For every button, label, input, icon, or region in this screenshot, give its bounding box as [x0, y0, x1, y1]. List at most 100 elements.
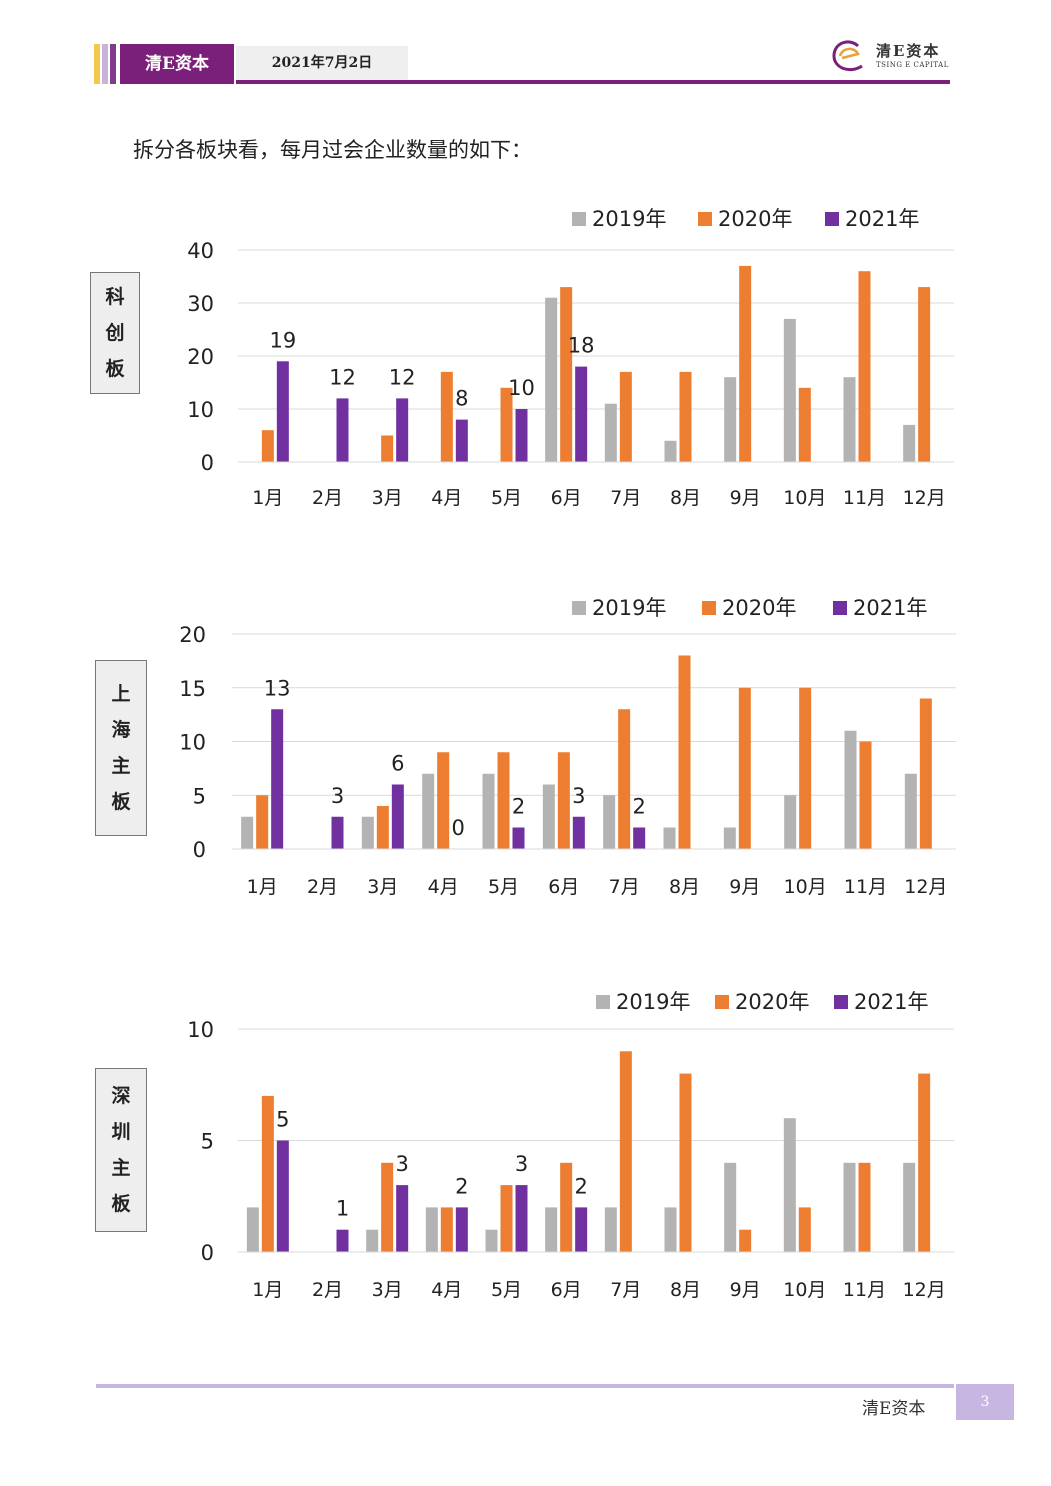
bar [515, 409, 528, 462]
board-label-char: 海 [111, 719, 131, 741]
legend-label: 2021年 [845, 207, 919, 231]
bar [542, 784, 555, 849]
x-tick-label: 5月 [488, 876, 519, 898]
legend-label: 2021年 [854, 990, 928, 1014]
bar [903, 1162, 916, 1252]
logo-swirl-icon [832, 40, 863, 72]
x-tick-label: 5月 [491, 1279, 522, 1301]
legend-swatch [702, 601, 716, 615]
data-label: 12 [329, 365, 356, 389]
bar [918, 287, 931, 462]
x-tick-label: 8月 [669, 876, 700, 898]
data-label: 5 [276, 1108, 289, 1132]
x-tick-label: 1月 [252, 1279, 283, 1301]
bar [560, 287, 573, 462]
y-tick-label: 5 [201, 1130, 214, 1154]
bar [633, 827, 646, 849]
bar [678, 655, 691, 849]
data-label: 3 [572, 784, 585, 808]
x-tick-label: 5月 [491, 487, 522, 509]
board-label-char: 科 [105, 286, 125, 308]
bar [361, 816, 374, 849]
bar [843, 377, 856, 462]
bar [739, 1229, 752, 1252]
bar [618, 709, 631, 849]
bar [903, 424, 916, 462]
x-tick-label: 11月 [844, 876, 887, 898]
board-label-char: 圳 [111, 1121, 131, 1143]
legend-swatch [572, 601, 586, 615]
bar [575, 366, 588, 462]
bar [241, 816, 254, 849]
bar [859, 741, 872, 849]
x-tick-label: 10月 [784, 876, 827, 898]
x-tick-label: 8月 [670, 487, 701, 509]
bar [572, 816, 585, 849]
bar [858, 271, 871, 462]
logo-text-en: TSING E CAPITAL [876, 61, 949, 69]
legend-label: 2019年 [592, 596, 666, 620]
x-tick-label: 7月 [610, 487, 641, 509]
x-tick-label: 12月 [904, 876, 947, 898]
bar [482, 773, 495, 849]
y-tick-label: 0 [201, 451, 214, 475]
y-tick-label: 10 [187, 398, 214, 422]
data-label: 2 [574, 1174, 587, 1198]
legend-swatch [698, 212, 712, 226]
bar [723, 827, 736, 849]
footer-brand: 清E资本 [862, 1399, 926, 1419]
x-tick-label: 3月 [367, 876, 398, 898]
bar [798, 1207, 811, 1252]
bar [575, 1207, 588, 1252]
header-rule [236, 80, 950, 84]
bar [545, 1207, 558, 1252]
legend-label: 2019年 [616, 990, 690, 1014]
bar [604, 1207, 617, 1252]
board-label-char: 板 [105, 358, 125, 380]
y-tick-label: 10 [179, 731, 206, 755]
bar [739, 265, 752, 462]
bar [679, 1073, 692, 1252]
board-label-shanghai-main: 上海主板 [95, 660, 147, 836]
bar [619, 1051, 632, 1252]
y-tick-label: 5 [193, 784, 206, 808]
bar [783, 318, 796, 462]
company-logo: 清E资本 TSING E CAPITAL [828, 36, 952, 76]
bar [336, 1229, 349, 1252]
y-tick-label: 20 [179, 623, 206, 647]
footer-rule [96, 1384, 954, 1388]
legend-label: 2020年 [722, 596, 796, 620]
bar [485, 1229, 498, 1252]
bar [422, 773, 435, 849]
bar [381, 435, 394, 462]
bar [256, 795, 269, 849]
x-tick-label: 6月 [551, 1279, 582, 1301]
x-tick-label: 2月 [307, 876, 338, 898]
x-tick-label: 3月 [372, 1279, 403, 1301]
x-tick-label: 9月 [730, 1279, 761, 1301]
bar [844, 730, 857, 849]
bar [440, 1207, 453, 1252]
header-accent-stripe [94, 44, 100, 84]
bar [276, 361, 289, 462]
logo-text-cn: 清E资本 [876, 42, 941, 60]
bar [724, 1162, 737, 1252]
bar [784, 795, 797, 849]
bar [560, 1162, 573, 1252]
bar [724, 377, 737, 462]
bar [738, 687, 751, 849]
x-tick-label: 11月 [843, 487, 886, 509]
bar [798, 387, 811, 462]
board-label-char: 板 [111, 1193, 131, 1215]
legend-swatch [833, 601, 847, 615]
bar [261, 430, 274, 462]
x-tick-label: 7月 [610, 1279, 641, 1301]
bar [919, 698, 932, 849]
x-tick-label: 1月 [252, 487, 283, 509]
x-tick-label: 8月 [670, 1279, 701, 1301]
bar [918, 1073, 931, 1252]
data-label: 13 [264, 676, 291, 700]
data-label: 2 [632, 795, 645, 819]
x-tick-label: 4月 [431, 1279, 462, 1301]
legend-label: 2019年 [592, 207, 666, 231]
